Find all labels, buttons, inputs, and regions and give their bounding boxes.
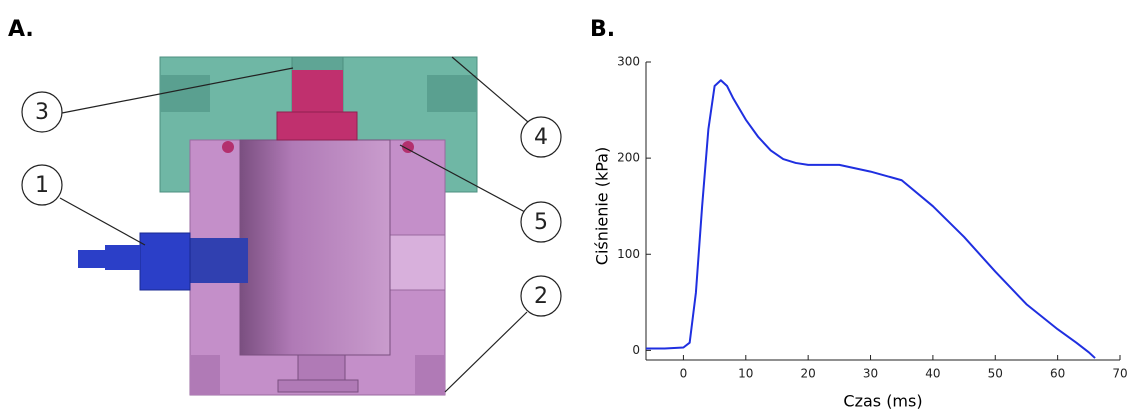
panel-label: A. [8, 17, 34, 42]
figure: A. B. 3 4 1 5 2 Czas (m [0, 0, 1132, 414]
panel-label: B. [590, 17, 615, 42]
x-tick-label: 40 [925, 367, 940, 381]
callout-label: 5 [534, 210, 548, 235]
x-tick-label: 0 [680, 367, 688, 381]
callout-label: 4 [534, 125, 548, 150]
cross-section-drawing [78, 57, 477, 395]
y-tick-label: 0 [632, 343, 640, 357]
x-axis-label: Czas (ms) [843, 392, 922, 411]
plot-area: 0 100 200 300 0 10 20 30 40 50 60 70 [617, 55, 1128, 381]
data-line [646, 80, 1095, 358]
x-tick-label: 10 [738, 367, 753, 381]
x-tick-label: 60 [1050, 367, 1065, 381]
callout-label: 2 [534, 284, 548, 309]
callout-label: 1 [35, 173, 49, 198]
x-tick-label: 70 [1112, 367, 1127, 381]
x-tick-label: 20 [801, 367, 816, 381]
y-tick-label: 200 [617, 151, 640, 165]
y-tick-label: 100 [617, 247, 640, 261]
x-tick-label: 50 [988, 367, 1003, 381]
y-tick-label: 300 [617, 55, 640, 69]
callout-label: 3 [35, 100, 49, 125]
y-axis-label: Ciśnienie (kPa) [593, 147, 612, 265]
x-tick-label: 30 [863, 367, 878, 381]
